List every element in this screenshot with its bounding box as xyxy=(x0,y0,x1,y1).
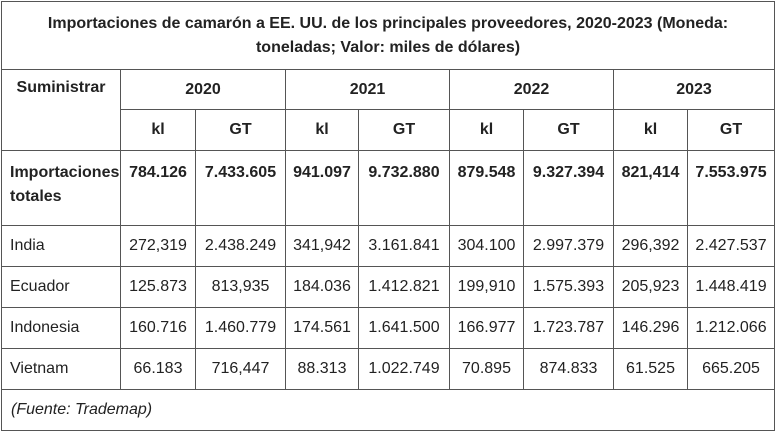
table-cell: 879.548 xyxy=(449,150,524,226)
table-cell: 184.036 xyxy=(285,266,359,308)
table-cell: 2.438.249 xyxy=(195,225,286,267)
year-header-2020: 2020 xyxy=(120,69,286,110)
table-cell: 1.448.419 xyxy=(686,266,776,308)
table-cell: 1.460.779 xyxy=(195,307,286,349)
table-cell: 166.977 xyxy=(449,307,524,349)
table-row: Indonesia 160.716 1.460.779 174.561 1.64… xyxy=(1,307,776,349)
unit-header: GT xyxy=(523,109,614,151)
table-cell: 665.205 xyxy=(686,348,776,390)
table-cell: 941.097 xyxy=(285,150,359,226)
table-cell: 821,414 xyxy=(613,150,688,226)
table-cell: 874.833 xyxy=(523,348,614,390)
table-cell: 1.641.500 xyxy=(358,307,450,349)
table-cell: 1.412.821 xyxy=(358,266,450,308)
table-row: Vietnam 66.183 716,447 88.313 1.022.749 … xyxy=(1,348,776,390)
unit-header: GT xyxy=(195,109,286,151)
table-cell: 716,447 xyxy=(195,348,286,390)
table-cell: 88.313 xyxy=(285,348,359,390)
source-note: (Fuente: Trademap) xyxy=(0,389,776,431)
table-cell: 1.212.066 xyxy=(686,307,776,349)
unit-header: GT xyxy=(358,109,450,151)
table-cell: 1.022.749 xyxy=(358,348,450,390)
table-row: India 272,319 2.438.249 341,942 3.161.84… xyxy=(1,225,776,267)
row-label: Ecuador xyxy=(1,266,121,308)
table-cell: 205,923 xyxy=(613,266,688,308)
table-cell: 7.433.605 xyxy=(195,150,286,226)
supplier-column-header: Suministrar xyxy=(1,69,121,151)
table-cell: 784.126 xyxy=(120,150,196,226)
table-cell: 1.575.393 xyxy=(523,266,614,308)
unit-header: kl xyxy=(449,109,524,151)
table-cell: 1.723.787 xyxy=(523,307,614,349)
table-cell: 9.732.880 xyxy=(358,150,450,226)
table-cell: 272,319 xyxy=(120,225,196,267)
unit-header: kl xyxy=(120,109,196,151)
table-cell: 296,392 xyxy=(613,225,688,267)
table-cell: 61.525 xyxy=(613,348,688,390)
table-cell: 7.553.975 xyxy=(686,150,776,226)
table-cell: 3.161.841 xyxy=(358,225,450,267)
year-header-2023: 2023 xyxy=(612,69,776,110)
row-label: Importaciones totales xyxy=(1,150,121,226)
year-header-2021: 2021 xyxy=(285,69,450,110)
table-cell: 304.100 xyxy=(449,225,524,267)
table-title: Importaciones de camarón a EE. UU. de lo… xyxy=(0,1,776,70)
table-cell: 341,942 xyxy=(285,225,359,267)
table-cell: 160.716 xyxy=(120,307,196,349)
table-cell: 2.427.537 xyxy=(686,225,776,267)
unit-header: kl xyxy=(613,109,688,151)
table-cell: 813,935 xyxy=(195,266,286,308)
table-row-total: Importaciones totales 784.126 7.433.605 … xyxy=(1,150,776,226)
table-cell: 146.296 xyxy=(613,307,688,349)
row-label: India xyxy=(1,225,121,267)
table-cell: 125.873 xyxy=(120,266,196,308)
row-label: Vietnam xyxy=(1,348,121,390)
unit-header: GT xyxy=(686,109,776,151)
table-cell: 66.183 xyxy=(120,348,196,390)
table-cell: 174.561 xyxy=(285,307,359,349)
year-header-2022: 2022 xyxy=(449,69,614,110)
table-cell: 199,910 xyxy=(449,266,524,308)
table-cell: 2.997.379 xyxy=(523,225,614,267)
row-label: Indonesia xyxy=(1,307,121,349)
unit-header: kl xyxy=(285,109,359,151)
table-cell: 70.895 xyxy=(449,348,524,390)
table-cell: 9.327.394 xyxy=(523,150,614,226)
table-row: Ecuador 125.873 813,935 184.036 1.412.82… xyxy=(1,266,776,308)
